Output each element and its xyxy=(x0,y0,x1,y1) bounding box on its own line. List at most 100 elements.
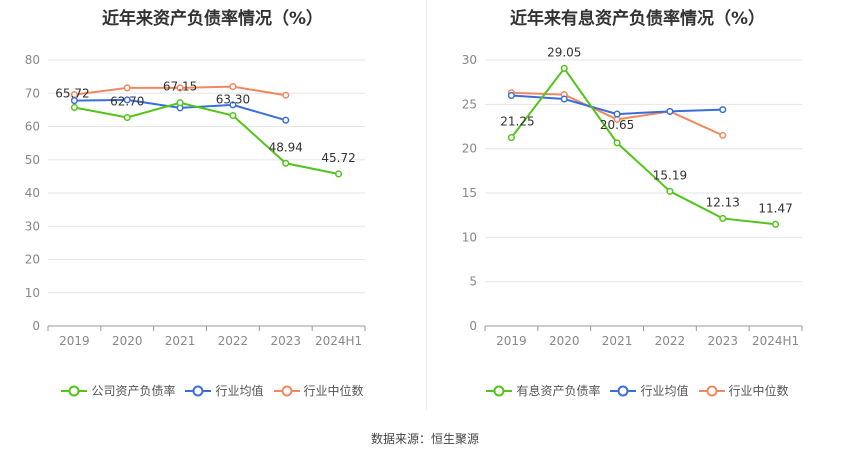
data-point xyxy=(282,91,290,99)
legend-swatch-icon xyxy=(610,385,637,396)
legend-label: 行业均值 xyxy=(215,384,264,398)
data-label: 29.05 xyxy=(547,45,581,59)
data-point xyxy=(229,111,237,120)
y-tick-label: 5 xyxy=(469,275,477,289)
y-tick-label: 70 xyxy=(25,86,40,100)
data-point xyxy=(772,220,780,228)
legend-swatch-icon xyxy=(185,385,212,396)
chart-title: 近年来资产负债率情况（%） xyxy=(101,9,324,29)
x-tick-label: 2022 xyxy=(655,334,686,348)
legend-swatch-icon xyxy=(61,385,88,396)
data-label: 21.25 xyxy=(500,115,534,129)
y-tick-label: 40 xyxy=(25,186,40,200)
chart-panel-right: 近年来有息资产负债率情况（%） 0 5 10 15 20 25 30 2019 2020 2021… xyxy=(425,0,850,430)
y-tick-label: 25 xyxy=(462,97,477,111)
data-point xyxy=(613,139,621,147)
legend-label: 行业中位数 xyxy=(303,384,364,398)
data-point xyxy=(70,97,78,105)
legend-swatch-marker xyxy=(706,385,717,396)
x-tick-label: 2021 xyxy=(165,334,196,348)
chart-legend: 有息资产负债率 行业均值 行业中位数 xyxy=(425,382,850,399)
legend-item[interactable]: 有息资产负债率 xyxy=(486,382,600,399)
y-tick-label: 60 xyxy=(25,120,40,134)
y-tick-label: 50 xyxy=(25,153,40,167)
legend-swatch-icon xyxy=(273,385,300,396)
data-point xyxy=(123,96,131,104)
data-label: 11.47 xyxy=(758,201,792,215)
x-tick-label: 2020 xyxy=(549,334,580,348)
x-tick-label: 2022 xyxy=(218,334,249,348)
legend-item[interactable]: 公司资产负债率 xyxy=(61,382,175,399)
data-point xyxy=(123,84,131,92)
x-tick-label: 2023 xyxy=(270,334,301,348)
data-label: 12.13 xyxy=(706,195,740,209)
line-chart-interest-debt-ratio: 0 5 10 15 20 25 30 2019 2020 2021 2022 2023 2024H1 21… xyxy=(462,45,803,348)
y-tick-label: 10 xyxy=(25,286,40,300)
legend-label: 行业均值 xyxy=(640,384,689,398)
legend-swatch-icon xyxy=(698,385,725,396)
legend-item[interactable]: 行业均值 xyxy=(610,382,689,399)
y-tick-label: 20 xyxy=(462,142,477,156)
data-point xyxy=(282,116,290,124)
chart-legend: 公司资产负债率 行业均值 行业中位数 xyxy=(0,382,425,399)
data-label: 20.65 xyxy=(600,118,634,132)
data-label: 45.72 xyxy=(321,151,355,165)
data-point xyxy=(719,214,727,222)
data-point xyxy=(176,99,184,107)
legend-label: 有息资产负债率 xyxy=(516,384,601,398)
legend-swatch-marker xyxy=(192,385,204,396)
x-tick-label: 2024H1 xyxy=(752,334,799,348)
data-label: 65.72 xyxy=(55,86,89,100)
data-point xyxy=(560,95,568,103)
legend-item[interactable]: 行业均值 xyxy=(185,382,264,399)
data-point xyxy=(666,107,674,115)
x-tick-label: 2020 xyxy=(112,334,143,348)
x-tick-label: 2019 xyxy=(496,334,527,348)
data-point xyxy=(176,84,184,92)
data-source-note: 数据来源：恒生聚源 xyxy=(370,432,479,446)
data-point xyxy=(507,134,515,142)
data-point xyxy=(719,131,727,139)
x-tick-label: 2024H1 xyxy=(315,334,362,348)
legend-swatch-marker xyxy=(281,385,292,396)
data-point xyxy=(123,113,131,122)
data-point xyxy=(70,103,78,112)
data-point xyxy=(560,64,568,72)
data-label: 48.94 xyxy=(269,140,303,154)
y-tick-label: 0 xyxy=(469,319,477,333)
data-point xyxy=(613,110,621,118)
series-line xyxy=(74,101,339,175)
x-tick-label: 2023 xyxy=(707,334,738,348)
y-tick-label: 30 xyxy=(25,219,40,233)
data-label: 67.15 xyxy=(163,80,197,94)
data-label: 62.70 xyxy=(110,95,144,109)
legend-item[interactable]: 行业中位数 xyxy=(273,382,364,399)
legend-label: 公司资产负债率 xyxy=(91,384,176,398)
data-label: 63.30 xyxy=(216,93,250,107)
x-tick-label: 2021 xyxy=(602,334,633,348)
legend-item[interactable]: 行业中位数 xyxy=(698,382,789,399)
data-label: 15.19 xyxy=(653,168,687,182)
legend-swatch-marker xyxy=(68,385,80,396)
legend-swatch-icon xyxy=(486,385,513,396)
y-tick-label: 20 xyxy=(25,253,40,267)
x-tick-label: 2019 xyxy=(59,334,90,348)
data-point xyxy=(282,159,290,167)
legend-swatch-marker xyxy=(617,385,629,396)
data-point xyxy=(507,91,515,100)
y-tick-label: 30 xyxy=(462,53,477,67)
y-tick-label: 0 xyxy=(32,319,40,333)
data-point xyxy=(229,101,237,109)
data-point xyxy=(229,83,237,91)
series-line xyxy=(510,66,776,226)
line-chart-debt-ratio: 0 10 20 30 40 50 60 70 80 2019 2020 2021 2022 2023 202… xyxy=(25,53,366,348)
panel-divider xyxy=(426,0,427,410)
legend-label: 行业中位数 xyxy=(728,384,789,398)
chart-title: 近年来有息资产负债率情况（%） xyxy=(509,9,766,29)
y-tick-label: 10 xyxy=(462,230,477,244)
data-point xyxy=(335,170,343,178)
y-tick-label: 15 xyxy=(462,186,477,200)
chart-panel-left: 近年来资产负债率情况（%） 0 10 20 30 40 50 60 70 80 2019 2020 2… xyxy=(0,0,425,430)
data-point xyxy=(666,187,674,195)
data-point xyxy=(719,106,727,114)
